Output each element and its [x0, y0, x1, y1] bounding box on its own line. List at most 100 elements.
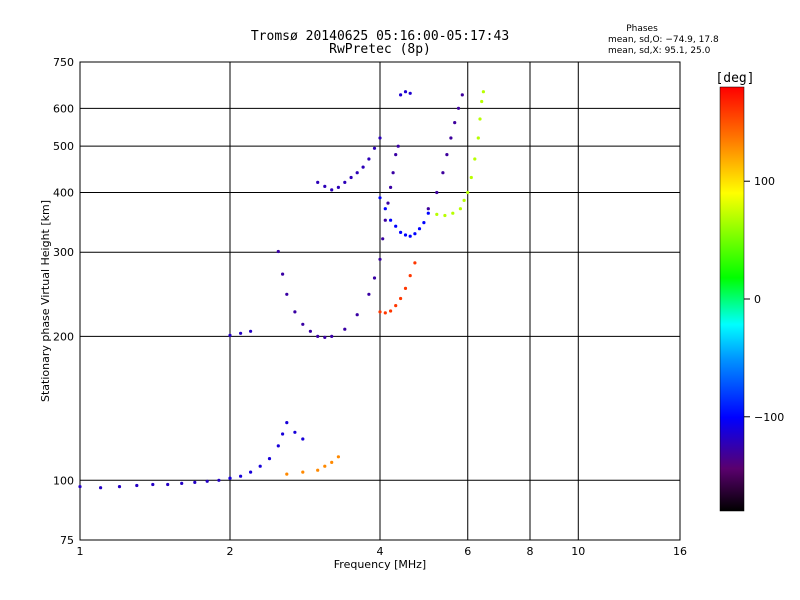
data-point [293, 430, 297, 434]
data-point [389, 218, 393, 222]
x-tick-label: 8 [527, 545, 534, 558]
data-point [323, 464, 327, 468]
colorbar [719, 86, 745, 512]
data-point [443, 213, 447, 218]
data-point [330, 334, 334, 338]
data-point [451, 211, 455, 215]
data-point [361, 165, 365, 169]
y-tick-label: 100 [53, 474, 74, 487]
y-tick-label: 600 [53, 102, 74, 115]
data-point [258, 464, 262, 468]
data-point [180, 481, 184, 485]
data-point [481, 90, 485, 94]
data-point [276, 249, 280, 254]
data-point [378, 310, 382, 314]
x-tick-label: 6 [464, 545, 471, 558]
data-point [281, 432, 285, 436]
data-point [381, 237, 385, 241]
data-point [323, 184, 327, 188]
data-point [316, 180, 320, 184]
data-point [285, 421, 289, 425]
x-tick-label: 1 [77, 545, 84, 558]
data-point [383, 218, 387, 222]
x-axis-ticks: 1 2 4 6 8 10 16 [77, 545, 688, 558]
data-point [413, 232, 417, 236]
data-point [228, 476, 232, 480]
data-point [285, 292, 289, 296]
data-point [117, 485, 122, 489]
data-point [78, 485, 82, 489]
data-point [355, 171, 359, 175]
y-axis-label: Stationary phase Virtual Height [km] [39, 200, 52, 402]
y-tick-label: 75 [60, 534, 74, 547]
data-point [276, 444, 280, 448]
data-point [301, 470, 305, 474]
data-point [394, 153, 398, 157]
data-point [426, 211, 430, 215]
data-point [228, 333, 232, 337]
data-point [383, 207, 387, 211]
data-point [367, 157, 371, 161]
colorbar-tick-label: 100 [754, 175, 775, 188]
data-point [343, 327, 347, 331]
data-point [480, 99, 484, 104]
data-point [408, 91, 412, 95]
data-point [408, 274, 412, 278]
data-point [151, 482, 155, 487]
data-point [166, 482, 170, 487]
data-point [323, 335, 327, 339]
data-point [403, 286, 408, 290]
data-point [349, 175, 353, 180]
x-tick-label: 4 [377, 545, 384, 558]
data-points [78, 90, 485, 490]
data-point [435, 190, 439, 195]
data-point [396, 144, 400, 148]
data-point [435, 212, 439, 216]
data-point [458, 207, 462, 211]
data-point [399, 93, 403, 97]
data-point [445, 153, 449, 157]
data-point [399, 296, 403, 301]
data-point [394, 304, 398, 308]
data-point [478, 117, 482, 121]
data-point [413, 261, 417, 265]
data-point [389, 309, 393, 313]
data-point [217, 478, 221, 482]
data-point [403, 233, 408, 237]
data-point [403, 90, 408, 94]
stats-x-mode: mean, sd,X: 95.1, 25.0 [608, 46, 711, 56]
data-point [285, 472, 289, 476]
y-tick-label: 500 [53, 140, 74, 153]
x-tick-label: 16 [673, 545, 687, 558]
data-point [456, 106, 461, 110]
data-point [426, 207, 430, 211]
data-point [308, 329, 312, 333]
x-tick-label: 10 [571, 545, 585, 558]
data-point [316, 468, 320, 472]
colorbar-label: [deg] [715, 71, 754, 86]
data-point [330, 460, 334, 464]
data-point [316, 334, 320, 338]
data-point [378, 196, 382, 200]
chart-title: Tromsø 20140625 05:16:00-05:17:43 [251, 29, 509, 44]
data-point [372, 276, 377, 280]
data-point [383, 311, 387, 315]
data-point [389, 185, 393, 189]
colorbar-tick-label: −100 [754, 411, 784, 424]
data-point [99, 486, 103, 490]
data-point [394, 224, 398, 228]
stats-heading: Phases [626, 24, 658, 34]
data-point [408, 234, 412, 238]
data-point [249, 329, 253, 333]
data-point [301, 437, 305, 441]
data-point [476, 136, 480, 140]
data-point [336, 455, 340, 459]
data-point [386, 201, 390, 205]
data-point [239, 331, 243, 335]
data-point [422, 221, 426, 225]
data-point [399, 230, 403, 234]
y-tick-label: 300 [53, 246, 74, 259]
data-point [417, 227, 422, 231]
data-point [193, 480, 197, 484]
